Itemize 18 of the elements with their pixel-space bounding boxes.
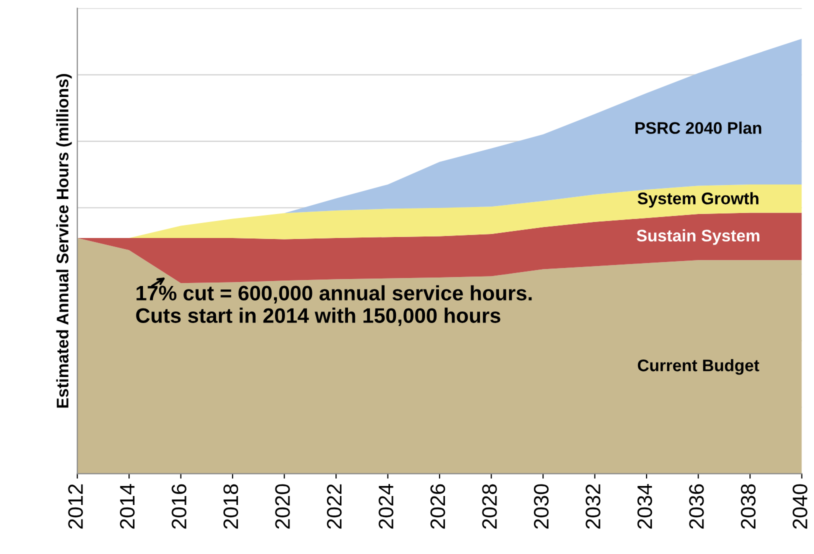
x-tick-label: 2032 bbox=[586, 484, 600, 529]
x-tick-label: 2038 bbox=[740, 484, 756, 529]
y-axis-title: Estimated Annual Service Hours (millions) bbox=[56, 74, 72, 408]
x-tick-label: 2028 bbox=[482, 484, 497, 529]
x-tick-label: 2016 bbox=[172, 484, 186, 529]
series-label: PSRC 2040 Plan bbox=[635, 122, 762, 134]
x-tick-label: 2020 bbox=[275, 484, 290, 529]
x-tick-label: 2034 bbox=[637, 484, 652, 529]
x-tick-label: 2036 bbox=[689, 484, 704, 529]
x-tick-label: 2024 bbox=[378, 484, 394, 529]
x-tick-label: 2040 bbox=[792, 484, 808, 529]
x-tick-label: 2026 bbox=[430, 484, 446, 529]
x-tick-label: 2022 bbox=[326, 484, 342, 529]
x-tick-label: 2012 bbox=[68, 484, 83, 529]
x-tick-label: 2018 bbox=[223, 484, 238, 529]
x-tick-label: 2014 bbox=[120, 484, 135, 529]
x-tick-label: 2030 bbox=[534, 484, 549, 529]
series-label: System Growth bbox=[638, 192, 758, 208]
